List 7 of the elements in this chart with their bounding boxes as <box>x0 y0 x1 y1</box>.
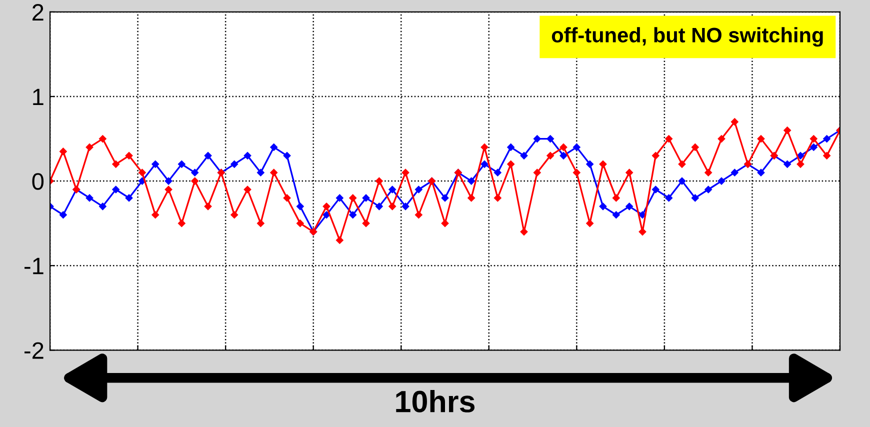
annotation: off-tuned, but NO switching <box>552 27 823 47</box>
y-tick-label: 0 <box>32 173 44 190</box>
y-tick-label: -2 <box>24 342 44 359</box>
text: 10hrs <box>396 390 475 412</box>
y-tick-label: -1 <box>24 258 44 274</box>
y-tick-label: 2 <box>32 4 44 21</box>
y-tick-label: 1 <box>33 88 44 106</box>
